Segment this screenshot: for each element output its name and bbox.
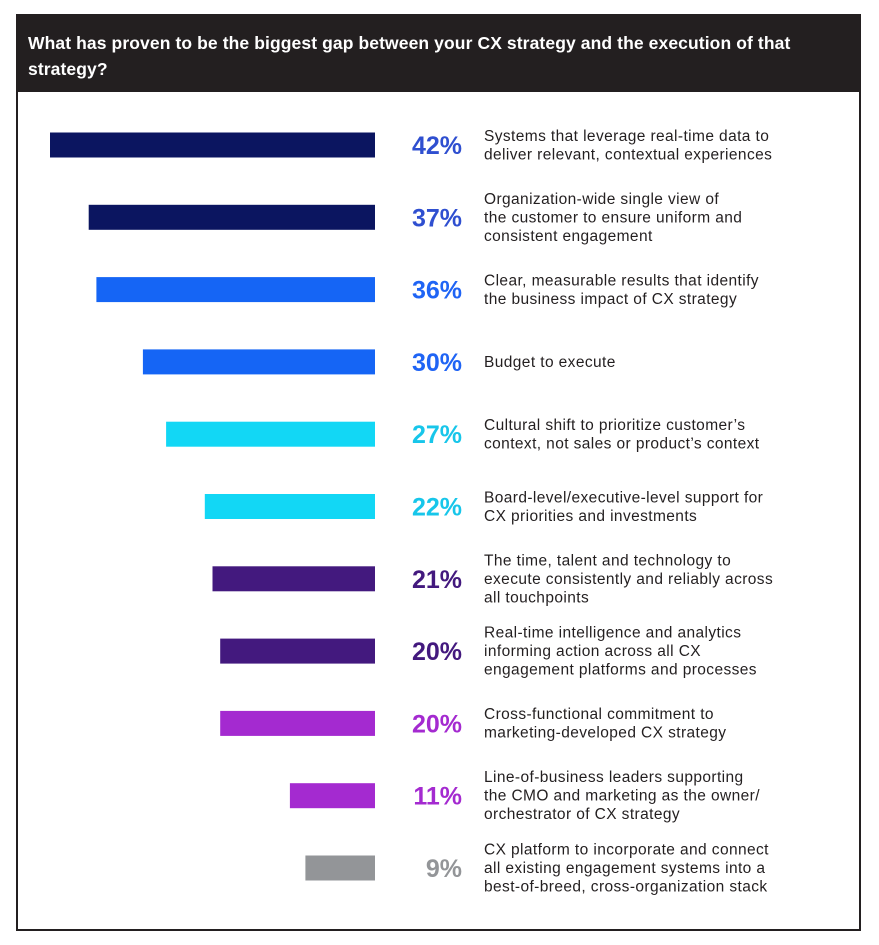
value-label-9: 20% xyxy=(412,710,462,738)
category-label-6: Board-level/executive-level support for C… xyxy=(484,489,763,525)
bar-5 xyxy=(166,421,375,447)
category-label-7: The time, talent and technology to execut… xyxy=(484,552,773,606)
category-label-2: Organization-wide single view of the cust… xyxy=(484,191,742,245)
bar-1 xyxy=(50,132,375,158)
category-label-3: Clear, measurable results that identify t… xyxy=(484,272,759,308)
value-label-8: 20% xyxy=(412,638,462,666)
value-label-5: 27% xyxy=(412,421,462,449)
category-label-5: Cultural shift to prioritize customer’s c… xyxy=(484,417,760,453)
value-label-11: 9% xyxy=(426,855,462,883)
value-label-7: 21% xyxy=(412,566,462,594)
value-label-6: 22% xyxy=(412,494,462,522)
value-label-3: 36% xyxy=(412,277,462,305)
chart-frame: What has proven to be the biggest gap be… xyxy=(16,14,861,931)
bar-11 xyxy=(305,855,375,881)
value-label-10: 11% xyxy=(413,783,462,811)
chart-header: What has proven to be the biggest gap be… xyxy=(18,16,859,92)
value-label-4: 30% xyxy=(412,349,462,377)
category-label-8: Real-time intelligence and analytics info… xyxy=(484,625,757,679)
category-label-4: Budget to execute xyxy=(484,354,616,371)
bar-3 xyxy=(96,277,376,303)
value-label-1: 42% xyxy=(412,132,462,160)
bar-7 xyxy=(212,566,375,592)
chart-title: What has proven to be the biggest gap be… xyxy=(28,33,791,79)
category-label-11: CX platform to incorporate and connect al… xyxy=(484,842,769,896)
bar-8 xyxy=(220,638,375,664)
bar-10 xyxy=(289,783,375,809)
category-label-9: Cross-functional commitment to marketing-… xyxy=(484,706,726,742)
category-label-1: Systems that leverage real-time data to d… xyxy=(484,128,772,164)
category-label-10: Line-of-business leaders supporting the C… xyxy=(484,769,760,823)
value-label-2: 37% xyxy=(412,204,462,232)
bar-6 xyxy=(204,494,375,519)
bar-9 xyxy=(220,710,375,736)
bar-4 xyxy=(142,349,375,375)
bar-2 xyxy=(88,204,375,230)
